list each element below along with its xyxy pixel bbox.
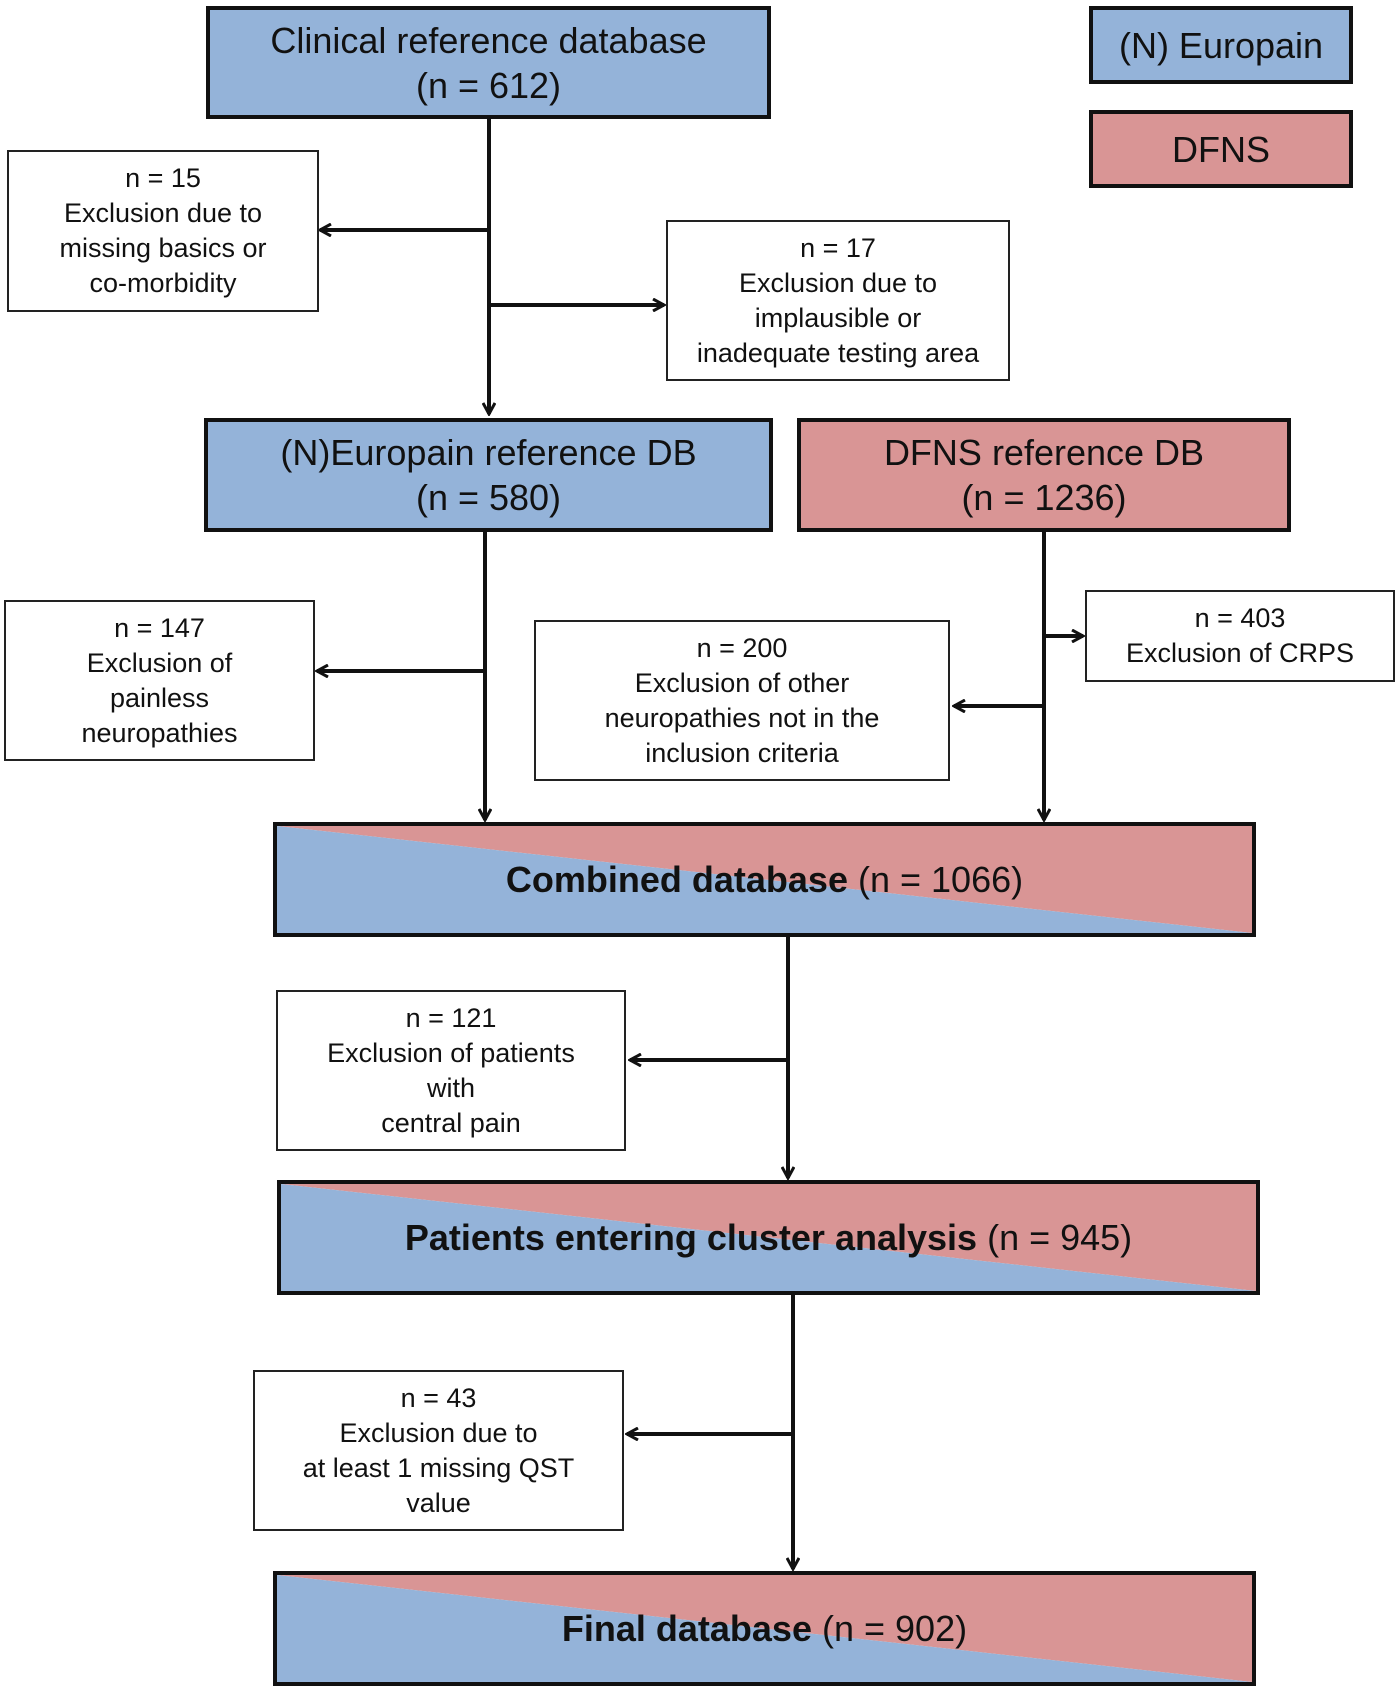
legend-dfns-label: DFNS: [1172, 128, 1270, 170]
exclusion-147-line: neuropathies: [81, 717, 238, 748]
exclusion-200-line: neuropathies not in the: [604, 702, 880, 733]
node-combined-title: Combined database: [505, 859, 848, 900]
exclusion-17-line: Exclusion due to: [738, 267, 938, 298]
exclusion-121-line: with: [426, 1072, 475, 1103]
node-combined-count: (n = 1066): [857, 859, 1024, 900]
exclusion-box-147: n = 147 Exclusion of painless neuropathi…: [4, 600, 315, 761]
exclusion-200-line: Exclusion of other: [634, 667, 850, 698]
split-fill-background: [277, 826, 1252, 933]
exclusion-box-15: n = 15 Exclusion due to missing basics o…: [7, 150, 319, 312]
node-final-database: Final database (n = 902): [273, 1571, 1256, 1686]
node-clinical-title: Clinical reference database: [270, 19, 707, 61]
node-dfns-reference-db: DFNS reference DB (n = 1236): [797, 418, 1291, 532]
legend-europain: (N) Europain: [1089, 6, 1353, 84]
exclusion-17-line: inadequate testing area: [696, 337, 980, 368]
node-dfns-count: (n = 1236): [961, 477, 1127, 518]
node-cluster-count: (n = 945): [987, 1217, 1133, 1258]
exclusion-box-43: n = 43 Exclusion due to at least 1 missi…: [253, 1370, 624, 1531]
exclusion-15-line: co-morbidity: [89, 268, 237, 298]
split-fill-background: [277, 1575, 1252, 1682]
node-combined-database: Combined database (n = 1066): [273, 822, 1256, 937]
exclusion-403-count: n = 403: [1194, 603, 1286, 633]
exclusion-121-count: n = 121: [405, 1002, 497, 1033]
exclusion-200-count: n = 200: [696, 632, 788, 663]
node-europain-title: (N)Europain reference DB: [280, 432, 697, 473]
legend-dfns: DFNS: [1089, 110, 1353, 188]
exclusion-147-line: painless: [109, 682, 210, 713]
node-clinical-reference-database: Clinical reference database (n = 612): [206, 6, 771, 119]
exclusion-43-line: value: [406, 1487, 471, 1518]
exclusion-43-line: at least 1 missing QST: [302, 1452, 575, 1483]
node-cluster-title: Patients entering cluster analysis: [404, 1217, 978, 1258]
exclusion-box-17: n = 17 Exclusion due to implausible or i…: [666, 220, 1010, 381]
legend-europain-label: (N) Europain: [1118, 24, 1324, 66]
node-europain-reference-db: (N)Europain reference DB (n = 580): [204, 418, 773, 532]
exclusion-box-121: n = 121 Exclusion of patients with centr…: [276, 990, 626, 1151]
exclusion-43-count: n = 43: [400, 1382, 477, 1413]
exclusion-403-line: Exclusion of CRPS: [1125, 638, 1355, 668]
split-fill-background: [281, 1184, 1256, 1291]
exclusion-200-line: inclusion criteria: [645, 737, 839, 768]
exclusion-box-200: n = 200 Exclusion of other neuropathies …: [534, 620, 950, 781]
exclusion-15-count: n = 15: [125, 163, 201, 193]
exclusion-box-403: n = 403 Exclusion of CRPS: [1085, 590, 1395, 682]
node-final-count: (n = 902): [822, 1608, 968, 1649]
node-cluster-analysis: Patients entering cluster analysis (n = …: [277, 1180, 1260, 1295]
exclusion-15-line: Exclusion due to: [63, 198, 263, 228]
exclusion-17-line: implausible or: [754, 302, 922, 333]
node-dfns-title: DFNS reference DB: [883, 432, 1205, 473]
exclusion-147-line: Exclusion of: [86, 647, 233, 678]
exclusion-121-line: central pain: [381, 1107, 521, 1138]
node-final-title: Final database: [561, 1608, 812, 1649]
node-clinical-count: (n = 612): [415, 64, 562, 106]
exclusion-121-line: Exclusion of patients: [327, 1037, 575, 1068]
exclusion-15-line: missing basics or: [59, 233, 267, 263]
exclusion-147-count: n = 147: [114, 612, 205, 643]
exclusion-43-line: Exclusion due to: [339, 1417, 538, 1448]
node-europain-count: (n = 580): [415, 477, 562, 518]
exclusion-17-count: n = 17: [800, 232, 876, 263]
